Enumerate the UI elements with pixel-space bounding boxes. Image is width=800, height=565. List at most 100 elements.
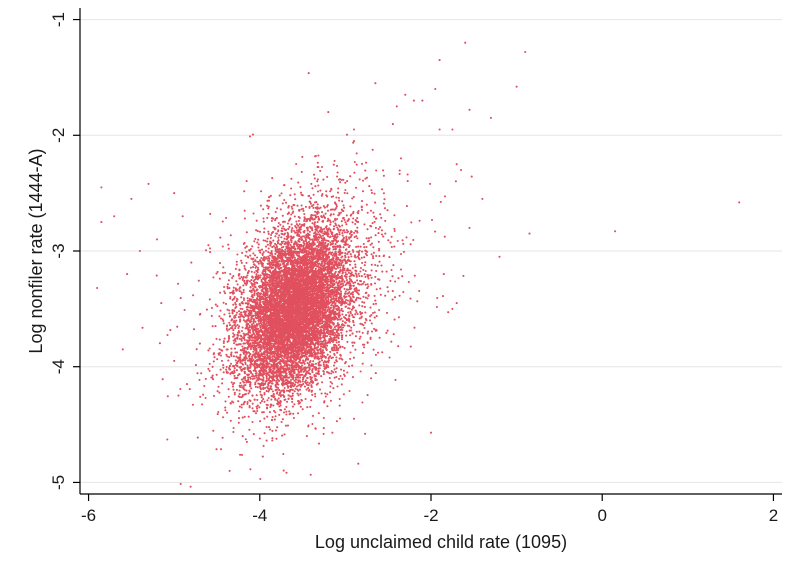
data-point — [323, 247, 326, 250]
data-point — [265, 375, 268, 378]
data-point — [316, 240, 319, 244]
data-point — [352, 284, 355, 287]
data-point — [222, 341, 225, 345]
data-point — [341, 272, 344, 275]
data-point — [239, 307, 242, 310]
data-point — [231, 312, 234, 315]
data-point — [321, 381, 324, 384]
data-point — [318, 262, 321, 265]
data-point — [376, 264, 379, 267]
data-point — [223, 337, 226, 340]
data-point — [237, 330, 240, 333]
data-point — [361, 305, 364, 308]
data-point — [312, 193, 315, 196]
data-point — [286, 363, 290, 366]
data-point — [212, 394, 216, 397]
data-point — [263, 393, 266, 396]
data-point — [321, 234, 325, 237]
data-point — [299, 226, 302, 229]
data-point — [345, 330, 348, 333]
data-point — [253, 271, 256, 274]
data-point — [282, 395, 286, 399]
data-point — [246, 297, 249, 300]
data-point — [239, 343, 242, 346]
data-point — [254, 381, 257, 384]
data-point — [252, 257, 255, 260]
data-point — [373, 192, 376, 195]
data-point — [316, 248, 319, 251]
data-point — [254, 320, 257, 323]
data-point — [286, 400, 289, 403]
data-point — [294, 387, 297, 390]
data-point — [267, 212, 270, 215]
data-point — [277, 383, 280, 386]
data-point — [238, 325, 241, 328]
data-point — [347, 251, 350, 254]
data-point — [327, 305, 330, 309]
data-point — [268, 428, 272, 431]
data-point — [348, 237, 351, 240]
data-point — [332, 364, 336, 367]
data-point — [279, 395, 282, 398]
data-point — [291, 405, 294, 408]
data-point — [292, 412, 295, 415]
data-point — [372, 251, 375, 254]
data-point — [321, 359, 324, 362]
data-point — [288, 225, 291, 228]
data-point — [370, 269, 373, 272]
data-point — [351, 341, 354, 344]
data-point — [359, 335, 362, 338]
data-point — [269, 405, 272, 409]
data-point — [183, 308, 186, 312]
data-point — [363, 264, 366, 267]
data-point — [249, 376, 252, 379]
data-point — [229, 291, 232, 294]
data-point — [274, 210, 277, 214]
data-point — [340, 309, 343, 312]
data-point — [337, 196, 340, 199]
data-point — [336, 351, 339, 354]
data-point — [293, 403, 296, 406]
data-point — [236, 351, 239, 354]
data-point — [266, 257, 269, 260]
data-point — [222, 340, 225, 343]
data-point — [233, 369, 236, 372]
data-point — [299, 361, 302, 364]
data-point — [256, 386, 259, 389]
data-point — [350, 255, 353, 258]
data-point — [358, 317, 361, 320]
data-point — [363, 305, 366, 308]
data-point — [308, 233, 311, 237]
data-point — [228, 312, 231, 315]
data-point — [378, 249, 381, 252]
data-point — [359, 322, 362, 325]
data-point — [283, 390, 286, 393]
data-point — [364, 275, 367, 278]
data-point — [239, 381, 242, 385]
data-point — [245, 276, 248, 279]
data-point — [236, 323, 239, 327]
data-point — [241, 368, 244, 371]
data-point — [364, 283, 367, 286]
data-point — [304, 348, 307, 351]
data-point — [361, 250, 364, 253]
data-point — [262, 376, 265, 379]
data-point — [337, 343, 340, 346]
data-point — [236, 337, 239, 340]
data-point — [278, 392, 281, 395]
data-point — [246, 308, 249, 311]
data-point — [262, 387, 265, 391]
data-point — [343, 231, 346, 234]
data-point — [347, 256, 350, 259]
data-point — [358, 337, 361, 340]
data-point — [269, 240, 272, 243]
data-point — [317, 358, 320, 361]
data-point — [246, 364, 249, 367]
data-point — [232, 303, 235, 306]
data-point — [254, 237, 257, 240]
data-point — [246, 274, 249, 277]
data-point — [295, 226, 298, 229]
data-point — [228, 324, 232, 327]
data-point — [275, 437, 278, 440]
